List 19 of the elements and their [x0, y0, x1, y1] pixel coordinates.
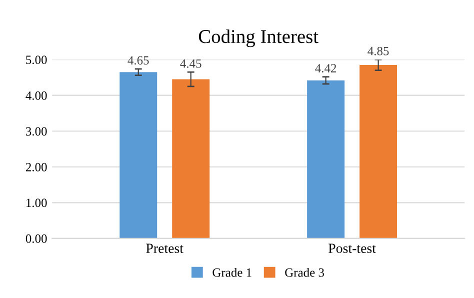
bar: [360, 64, 398, 238]
y-tick-label: 0.00: [26, 234, 47, 243]
bar: [307, 80, 345, 238]
bar: [172, 79, 210, 238]
legend-label: Grade 1: [212, 268, 252, 277]
bar: [120, 72, 158, 238]
y-tick-label: 2.00: [26, 162, 47, 172]
x-tick-label: Pretest: [146, 244, 184, 254]
data-label: 4.85: [368, 46, 389, 56]
y-tick-label: 3.00: [26, 127, 47, 136]
data-label: 4.42: [315, 64, 336, 72]
y-tick-label: 5.00: [26, 56, 47, 64]
y-tick-label: 1.00: [26, 198, 47, 208]
y-tick-label: 4.00: [26, 91, 47, 100]
legend-label: Grade 3: [285, 268, 324, 277]
data-label: 4.65: [128, 56, 149, 65]
x-tick-label: Post-test: [328, 244, 376, 254]
data-label: 4.45: [180, 59, 202, 68]
chart-title: Coding Interest: [198, 29, 318, 48]
